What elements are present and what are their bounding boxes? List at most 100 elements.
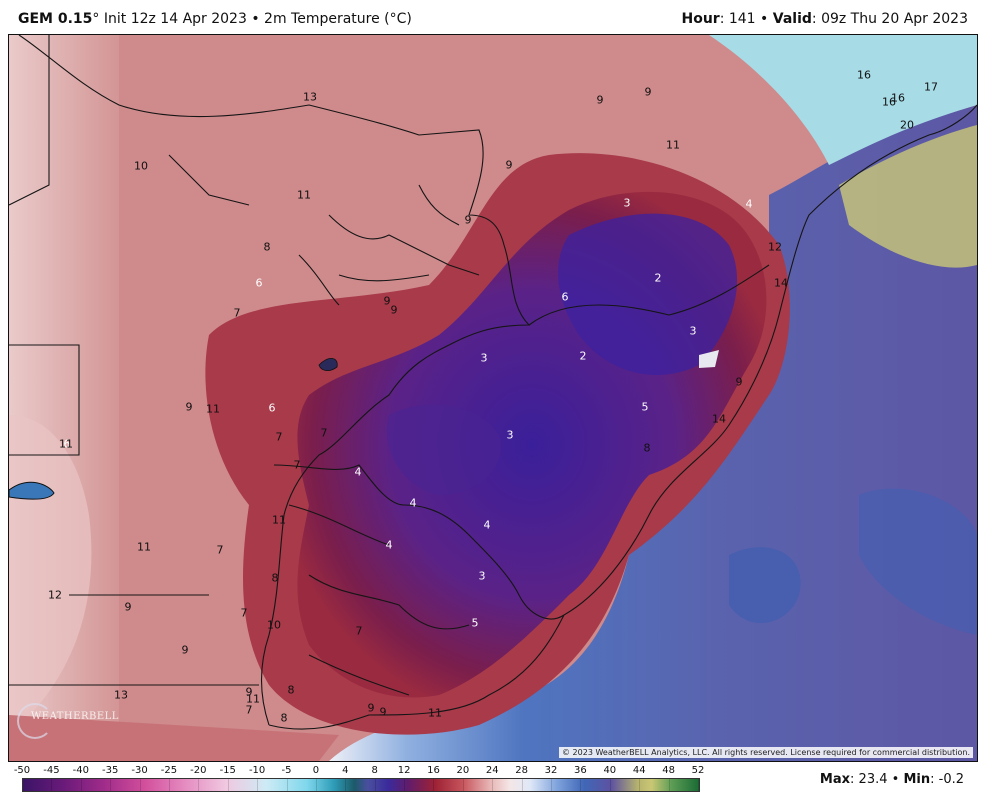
warm-ocean-patch xyxy=(839,125,977,268)
contour-label: 17 xyxy=(924,80,938,94)
colorbar-tick-label: -50 xyxy=(13,765,31,776)
contour-label: 14 xyxy=(774,276,788,290)
colorbar-tick-label: -40 xyxy=(72,765,89,776)
init-time: Init 12z 14 Apr 2023 xyxy=(103,11,247,27)
contour-label: 9 xyxy=(464,213,472,227)
contour-label: 7 xyxy=(275,430,283,444)
contour-label: 7 xyxy=(216,543,224,557)
contour-label: 12 xyxy=(48,588,62,602)
max-label: Max xyxy=(819,772,851,787)
contour-label: 9 xyxy=(181,643,189,657)
copyright-notice: © 2023 WeatherBELL Analytics, LLC. All r… xyxy=(559,747,973,758)
contour-label: 5 xyxy=(641,400,649,414)
colorbar-tick-label: 4 xyxy=(342,765,349,776)
colorbar-tick-label: 16 xyxy=(427,765,440,776)
colorbar-tick-label: 52 xyxy=(691,765,705,776)
title-bullet: • xyxy=(251,11,260,27)
contour-label: 3 xyxy=(480,351,488,365)
colorbar-tick-label: -20 xyxy=(190,765,207,776)
contour-label: 8 xyxy=(263,240,271,254)
contour-label: 4 xyxy=(354,465,362,479)
model-name: GEM 0.15 xyxy=(18,11,93,27)
contour-label: 5 xyxy=(471,616,479,630)
contour-label: 6 xyxy=(561,290,569,304)
colorbar-segment xyxy=(229,779,259,791)
contour-label: 10 xyxy=(134,159,148,173)
contour-label: 6 xyxy=(268,401,276,415)
contour-label: 8 xyxy=(280,711,288,725)
hour-label: Hour xyxy=(681,11,720,27)
temperature-map[interactable]: 13 10 11 9 9 11 8 6 7 9 9 9 9 9 3 4 2 6 3 2 3 12 14 9 14 5 8 3 6 11 7 6… xyxy=(8,34,978,762)
contour-label: 11 xyxy=(428,706,442,720)
colorbar-tick-label: -10 xyxy=(248,765,266,776)
contour-label: 4 xyxy=(409,496,417,510)
colorbar-segment xyxy=(405,779,435,791)
contour-label: 11 xyxy=(59,437,73,451)
colorbar-tick-label: 48 xyxy=(662,765,675,776)
contour-label: 12 xyxy=(768,240,782,254)
colorbar-tick-label: -25 xyxy=(160,765,178,776)
contour-label: 11 xyxy=(137,540,151,554)
colorbar-tick-label: 20 xyxy=(456,765,470,776)
contour-labels: 13 10 11 9 9 11 8 6 7 9 9 9 9 9 3 4 2 6 3 2 3 12 14 9 14 5 8 3 6 11 7 6… xyxy=(9,35,977,761)
colorbar-tick-label: 44 xyxy=(632,765,646,776)
valid-bullet: • xyxy=(760,11,769,27)
contour-label: 2 xyxy=(579,349,587,363)
contour-label: 8 xyxy=(287,683,295,697)
contour-label: 9 xyxy=(124,600,132,614)
degree-mark: ° xyxy=(92,11,100,27)
contour-label: 7 xyxy=(355,624,363,638)
contour-label: 11 xyxy=(272,513,286,527)
contour-label: 7 xyxy=(245,703,253,717)
contour-label: 14 xyxy=(712,412,726,426)
max-min-readout: Max: 23.4 • Min: -0.2 xyxy=(820,772,964,787)
contour-label: 9 xyxy=(245,685,253,699)
contour-label: 16 xyxy=(882,95,896,109)
contour-label: 3 xyxy=(506,428,514,442)
colorbar-tick-label: 40 xyxy=(603,765,617,776)
contour-label: 9 xyxy=(735,375,743,389)
contour-label: 6 xyxy=(255,276,263,290)
colorbar-segment xyxy=(141,779,170,791)
colorbar-tick-label: -5 xyxy=(281,765,292,776)
contour-label: 13 xyxy=(303,90,317,104)
contour-label: 7 xyxy=(233,306,241,320)
max-value: : 23.4 xyxy=(850,772,888,787)
colorbar-segment xyxy=(82,779,112,791)
contour-label: 8 xyxy=(643,441,651,455)
valid-value: : 09z Thu 20 Apr 2023 xyxy=(811,11,968,27)
colorbar-tick-label: 8 xyxy=(371,765,378,776)
maxmin-bullet: • xyxy=(891,772,900,787)
hour-value: : 141 xyxy=(719,11,756,27)
colorbar-segment xyxy=(523,779,553,791)
contour-label: 7 xyxy=(320,426,328,440)
colorbar-segment xyxy=(611,779,641,791)
temperature-colorbar xyxy=(22,778,700,792)
contour-label: 16 xyxy=(857,68,871,82)
colorbar-tick-label: -30 xyxy=(131,765,148,776)
colorbar-tick-label: 28 xyxy=(515,765,529,776)
contour-label: 3 xyxy=(689,324,697,338)
contour-label: 4 xyxy=(745,197,753,211)
valid-label: Valid xyxy=(772,11,812,27)
field-name: 2m Temperature (°C) xyxy=(264,11,412,27)
contour-label: 16 xyxy=(891,91,905,105)
colorbar-segment xyxy=(464,779,494,791)
colorbar-segments xyxy=(23,779,699,791)
lake xyxy=(9,481,55,500)
contour-label: 11 xyxy=(297,188,311,202)
ocean-area xyxy=(329,105,977,761)
colorbar-segment xyxy=(258,779,288,791)
valid-time: Hour: 141 • Valid: 09z Thu 20 Apr 2023 xyxy=(681,11,968,27)
weatherbell-logo: WEATHERBELL xyxy=(15,701,118,741)
northern-ocean xyxy=(709,35,977,165)
colorbar-tick-label: 32 xyxy=(544,765,558,776)
colorbar-ticks: -50 -45 -40 -35 -30 -25 -20 -15 -10 -5 0 4 8 12 16 20 24… xyxy=(13,765,706,777)
contour-label: 9 xyxy=(379,705,387,719)
contour-label: 8 xyxy=(271,571,279,585)
minimum-patch xyxy=(699,350,719,368)
colorbar-tick-label: -35 xyxy=(102,765,119,776)
contour-label: 9 xyxy=(367,701,375,715)
contour-label: 9 xyxy=(383,294,391,308)
map-title: GEM 0.15° Init 12z 14 Apr 2023 • 2m Temp… xyxy=(18,11,412,27)
